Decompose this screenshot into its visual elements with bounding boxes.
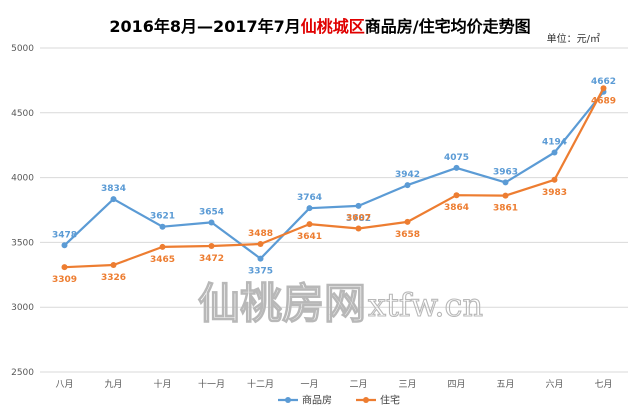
- series-1-point: [257, 255, 264, 262]
- series-2-point: [306, 221, 313, 228]
- series-2-data-label: 3309: [52, 275, 77, 285]
- series-2-data-label: 3658: [395, 230, 420, 240]
- y-tick-label: 4500: [11, 109, 34, 119]
- watermark-en: xtfw.cn: [368, 286, 483, 324]
- series-1-point: [159, 223, 166, 230]
- y-tick-label: 5000: [11, 44, 34, 54]
- series-1-data-label: 3375: [248, 267, 273, 277]
- series-2-point: [355, 225, 362, 232]
- series-1-data-label: 3764: [297, 193, 322, 203]
- series-2-data-label: 3472: [199, 254, 224, 264]
- series-1-data-label: 4194: [542, 137, 567, 147]
- series-1-data-label: 3654: [199, 207, 224, 217]
- legend-item-label: 住宅: [380, 394, 400, 407]
- series-2-data-label: 4689: [591, 96, 616, 106]
- series-1-data-label: 3782: [346, 214, 371, 224]
- series-1-point: [61, 242, 68, 249]
- watermark-cn: 仙桃房网: [198, 279, 366, 328]
- series-2-point: [502, 192, 509, 199]
- series-2-point: [61, 264, 68, 271]
- legend-item-label: 商品房: [302, 394, 332, 407]
- y-tick-label: 2500: [11, 368, 34, 378]
- x-tick-label: 九月: [104, 379, 122, 390]
- series-1-point: [404, 182, 411, 189]
- series-2-point: [404, 218, 411, 225]
- series-2-point: [551, 176, 558, 183]
- series-2-data-label: 3864: [444, 203, 469, 213]
- x-tick-label: 十月: [153, 378, 171, 390]
- watermark: 仙桃房网 xtfw.cn: [197, 278, 483, 328]
- x-tick-label: 七月: [594, 379, 612, 390]
- series-2-point: [208, 243, 215, 250]
- data-labels: 3478 3834 3621 3654 3375 3764 3782 3942 4075 3963…: [52, 77, 616, 285]
- x-tick-label: 六月: [545, 378, 563, 390]
- series-2-data-label: 3641: [297, 232, 322, 242]
- y-tick-label: 4000: [11, 174, 34, 184]
- series-2-point: [110, 261, 117, 268]
- x-tick-label: 八月: [55, 379, 73, 390]
- series-1-point: [110, 196, 117, 203]
- x-tick-label: 一月: [300, 379, 318, 390]
- series-1-data-label: 4075: [444, 153, 469, 163]
- chart-title-suffix: 商品房/住宅均价走势图: [365, 17, 531, 36]
- series-lines: [61, 85, 607, 271]
- x-tick-label: 十一月: [198, 378, 225, 390]
- series-1-point: [551, 149, 558, 156]
- series-2-data-label: 3861: [493, 204, 518, 214]
- x-tick-label: 三月: [398, 379, 416, 390]
- series-1-data-label: 4662: [591, 77, 616, 87]
- legend-swatch-marker: [363, 397, 369, 403]
- chart-title-highlight: 仙桃城区: [301, 17, 365, 36]
- legend-swatch-marker: [285, 397, 291, 403]
- chart-title-prefix: 2016年8月—2017年7月: [109, 17, 300, 36]
- series-2-data-label: 3488: [248, 229, 273, 239]
- series-1-point: [355, 202, 362, 209]
- series-2-point: [257, 240, 264, 247]
- x-tick-label: 十二月: [247, 378, 274, 390]
- series-1-point: [208, 219, 215, 226]
- series-2-point: [159, 243, 166, 250]
- series-2-point: [600, 85, 607, 92]
- chart-title: 2016年8月—2017年7月仙桃城区商品房/住宅均价走势图: [109, 17, 530, 36]
- series-1-data-label: 3942: [395, 170, 420, 180]
- series-1-line: [63, 91, 605, 260]
- series-2-data-label: 3607: [346, 214, 371, 224]
- series-1-data-label: 3621: [150, 212, 175, 222]
- series-1-point: [453, 164, 460, 171]
- series-1-data-label: 3478: [52, 230, 77, 240]
- y-tick-label: 3500: [11, 238, 34, 248]
- series-1-point: [502, 179, 509, 186]
- legend: 商品房 住宅: [278, 394, 400, 407]
- x-axis-ticks: 八月 九月 十月 十一月 十二月 一月 二月 三月 四月 五月 六月 七月: [55, 378, 612, 390]
- y-axis-ticks: 2500 3000 3500 4000 4500 5000: [11, 44, 34, 378]
- x-tick-label: 五月: [496, 379, 514, 390]
- series-2-data-label: 3983: [542, 188, 567, 198]
- y-tick-label: 3000: [11, 303, 34, 313]
- series-1-point: [306, 205, 313, 212]
- unit-label: 单位：元/㎡: [547, 32, 600, 45]
- x-tick-label: 四月: [447, 379, 465, 390]
- series-1-data-label: 3834: [101, 184, 126, 194]
- x-tick-label: 二月: [349, 379, 367, 390]
- series-2-point: [453, 192, 460, 199]
- series-2-data-label: 3326: [101, 273, 126, 283]
- series-1-data-label: 3963: [493, 167, 518, 177]
- series-2-line: [64, 87, 605, 269]
- series-2-data-label: 3465: [150, 255, 175, 265]
- gridlines: [40, 47, 628, 373]
